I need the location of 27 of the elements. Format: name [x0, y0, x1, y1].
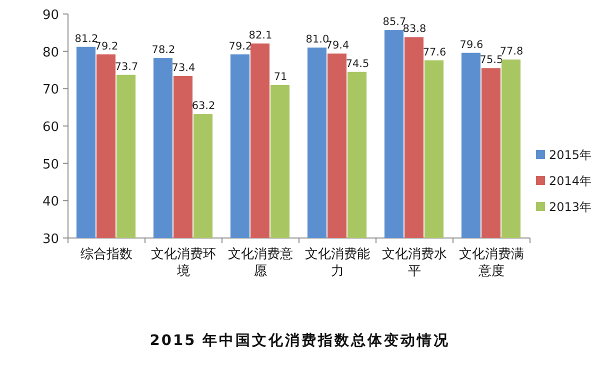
- x-tick-label: 文化消费意愿: [228, 247, 293, 279]
- x-tick-label: 文化消费环境: [151, 247, 216, 279]
- data-label: 83.8: [402, 23, 426, 36]
- data-label: 73.7: [114, 60, 138, 73]
- y-tick-label: 50: [42, 157, 59, 172]
- y-tick-label: 70: [42, 82, 59, 98]
- data-label: 71: [274, 70, 288, 83]
- y-tick-label: 30: [42, 232, 59, 247]
- x-tick-label: 综合指数: [80, 247, 132, 262]
- x-tick-label: 文化消费水平: [382, 247, 447, 279]
- data-label: 77.6: [422, 46, 447, 58]
- legend-label: 2014年: [549, 174, 592, 188]
- text: 2015 年中国文化消费指数总体变动情况: [150, 331, 450, 349]
- x-tick-label: 文化消费能力: [305, 247, 370, 279]
- y-tick-label: 80: [42, 45, 59, 60]
- data-label: 82.1: [248, 29, 272, 42]
- data-label: 79.6: [460, 38, 484, 51]
- data-label: 73.4: [172, 62, 196, 74]
- y-tick-label: 60: [42, 120, 59, 135]
- data-label: 63.2: [192, 100, 216, 112]
- x-tick-label: 文化消费满意度: [459, 247, 524, 279]
- legend-label: 2015年: [549, 148, 592, 162]
- data-label: 78.2: [152, 44, 176, 56]
- y-tick-label: 90: [42, 8, 59, 23]
- y-tick-label: 40: [42, 194, 59, 210]
- data-label: 74.5: [346, 58, 370, 70]
- legend-label: 2013年: [549, 200, 592, 214]
